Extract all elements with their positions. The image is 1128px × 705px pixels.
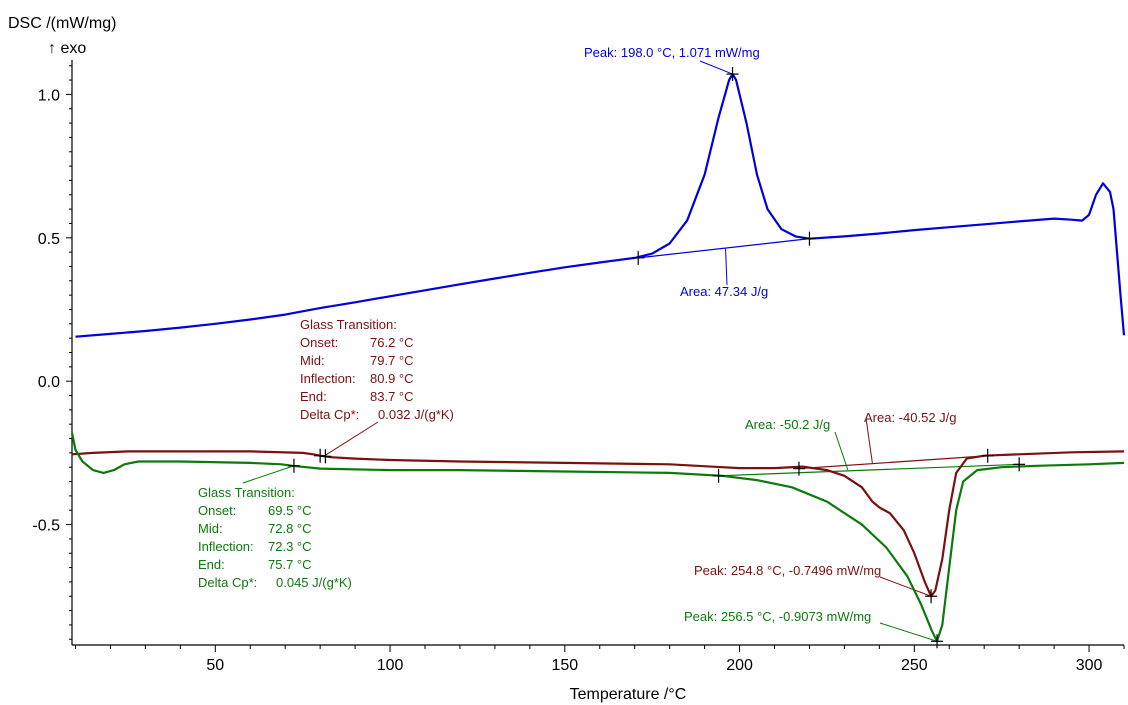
red-gt-title: Glass Transition:: [300, 317, 397, 332]
y-tick-label-1.0: 1.0: [38, 87, 60, 104]
red-gt-end-value: 83.7 °C: [370, 389, 414, 404]
green-gt-onset-label: Onset:: [198, 503, 236, 518]
red-area-leader: [865, 417, 873, 463]
axis-ticks: [66, 65, 1125, 652]
green-gt-onset-value: 69.5 °C: [268, 503, 312, 518]
markers: [287, 67, 1026, 649]
green-gt-leader: [242, 465, 295, 484]
red-gt-onset-value: 76.2 °C: [370, 335, 414, 350]
red-gt-leader: [323, 421, 379, 457]
blue-baseline: [638, 238, 810, 259]
red-baseline: [798, 455, 988, 470]
green-gt-deltacp-value: 0.045 J/(g*K): [276, 575, 352, 590]
red-glass-transition-block: Glass Transition: Onset: 76.2 °C Mid: 79…: [300, 317, 454, 422]
green-gt-end-value: 75.7 °C: [268, 557, 312, 572]
green-peak-label: Peak: 256.5 °C, -0.9073 mW/mg: [684, 609, 871, 624]
red-peak-label: Peak: 254.8 °C, -0.7496 mW/mg: [694, 563, 881, 578]
green-gt-end-label: End:: [198, 557, 225, 572]
x-tick-label-100: 100: [377, 657, 404, 674]
green-gt-deltacp-label: Delta Cp*:: [198, 575, 257, 590]
x-axis-label: Temperature /°C: [570, 686, 687, 703]
x-tick-label-250: 250: [901, 657, 928, 674]
red-area-label: Area: -40.52 J/g: [864, 410, 957, 425]
red-gt-mid-value: 79.7 °C: [370, 353, 414, 368]
y-axis-label: DSC /(mW/mg): [8, 15, 116, 32]
red-gt-onset-label: Onset:: [300, 335, 338, 350]
green-peak-leader: [879, 622, 938, 642]
blue-area-label: Area: 47.34 J/g: [680, 284, 768, 299]
green-area-label: Area: -50.2 J/g: [745, 417, 830, 432]
red-gt-inflection-label: Inflection:: [300, 371, 356, 386]
y-tick-label-0.0: 0.0: [38, 374, 60, 391]
x-tick-label-150: 150: [551, 657, 578, 674]
tick-labels: 50 100 150 200 250 300 1.0 0.5 0.0 -0.5: [32, 87, 1102, 674]
red-gt-end-label: End:: [300, 389, 327, 404]
green-gt-inflection-value: 72.3 °C: [268, 539, 312, 554]
blue-marker: [803, 231, 816, 246]
green-gt-mid-label: Mid:: [198, 521, 223, 536]
red-gt-deltacp-value: 0.032 J/(g*K): [378, 407, 454, 422]
blue-peak-label: Peak: 198.0 °C, 1.071 mW/mg: [584, 45, 760, 60]
green-marker: [712, 468, 725, 483]
green-gt-mid-value: 72.8 °C: [268, 521, 312, 536]
leader-lines: [242, 60, 938, 642]
red-gt-deltacp-label: Delta Cp*:: [300, 407, 359, 422]
green-marker: [1013, 457, 1026, 472]
baselines: [638, 238, 1020, 477]
green-gt-title: Glass Transition:: [198, 485, 295, 500]
curves: [70, 73, 1126, 643]
green-gt-inflection-label: Inflection:: [198, 539, 254, 554]
red-curve: [71, 450, 1125, 598]
red-marker: [925, 589, 938, 604]
blue-curve: [75, 73, 1126, 338]
x-tick-label-200: 200: [726, 657, 753, 674]
green-marker: [931, 634, 944, 649]
red-marker: [792, 461, 805, 476]
red-gt-mid-label: Mid:: [300, 353, 325, 368]
blue-marker: [726, 67, 739, 82]
green-marker: [287, 458, 300, 473]
red-marker: [981, 448, 994, 463]
red-peak-leader: [879, 576, 932, 597]
y-axis-exo-label: ↑ exo: [48, 40, 86, 57]
blue-area-leader: [725, 248, 728, 286]
x-tick-label-50: 50: [206, 657, 224, 674]
red-marker: [319, 449, 332, 464]
green-baseline: [718, 463, 1020, 477]
blue-peak-leader: [699, 60, 733, 75]
x-tick-label-300: 300: [1076, 657, 1103, 674]
y-tick-label-neg0.5: -0.5: [32, 518, 60, 535]
green-glass-transition-block: Glass Transition: Onset: 69.5 °C Mid: 72…: [198, 485, 352, 590]
y-tick-label-0.5: 0.5: [38, 231, 60, 248]
green-area-leader: [834, 431, 849, 471]
blue-marker: [632, 250, 645, 265]
red-gt-inflection-value: 80.9 °C: [370, 371, 414, 386]
